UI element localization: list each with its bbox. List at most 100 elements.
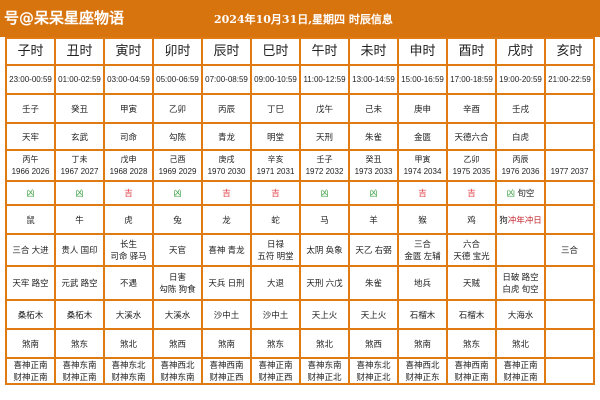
table-cell: 甲寅: [103, 93, 154, 124]
table-cell: 丙辰: [201, 93, 252, 124]
cell-ganzhi: 丙辰: [217, 103, 235, 114]
table-cell: 亥时: [544, 37, 595, 66]
table-cell: 沙中土: [250, 299, 301, 330]
table-cell: 煞西: [348, 328, 399, 359]
cell-ganzhi: 乙卯: [168, 103, 186, 114]
table-cell: 朱雀: [348, 265, 399, 301]
cell-cai: 财神东南: [111, 372, 146, 382]
table-cell: [544, 180, 595, 206]
cell-chong: 冲年冲日: [507, 214, 542, 225]
cell-time: 17:00-18:59: [450, 74, 493, 84]
table-cell: 辰时: [201, 37, 252, 66]
cell-luck: 吉: [222, 188, 231, 198]
cell-animal: 狗: [499, 214, 508, 225]
site-name: 号@呆呆星座物语: [4, 9, 125, 27]
table-cell: 喜神 青龙: [201, 233, 252, 267]
table-cell: 玄武: [54, 122, 105, 151]
cell-wuxing: 沙中土: [213, 309, 240, 320]
cell-wuxing: 大海水: [507, 309, 534, 320]
table-cell: 不遇: [103, 265, 154, 301]
table-row: 23:00-00:59 01:00-02:59 03:00-04:59 05:00-0…: [5, 64, 595, 95]
cell-year1: 辛亥: [267, 154, 284, 164]
cell-ji2: 金匮 左辅: [404, 251, 441, 261]
cell-extra: 旬空: [515, 188, 535, 198]
cell-ji1: 喜神 青龙: [208, 245, 245, 255]
cell-xiong2: 勾陈 狗食: [159, 284, 196, 294]
cell-name: 午时: [311, 43, 338, 59]
table-cell: 大海水: [495, 299, 546, 330]
cell-xi: 喜神西南: [454, 360, 489, 370]
table-cell: 01:00-02:59: [54, 64, 105, 95]
table-cell: 寅时: [103, 37, 154, 66]
cell-name: 戌时: [507, 43, 534, 59]
table-cell: 凶: [152, 180, 203, 206]
table-cell: 07:00-08:59: [201, 64, 252, 95]
table-row: 煞南 煞东 煞北 煞西 煞南 煞东 煞北 煞西 煞南 煞东 煞北: [5, 328, 595, 359]
table-cell: 喜神正南 财神正南: [5, 357, 56, 385]
table-cell: 喜神西北 财神正东: [397, 357, 448, 385]
cell-year1: 壬子: [316, 154, 333, 164]
cell-xiong1: 大退: [266, 278, 284, 288]
cell-wuxing: 沙中土: [262, 309, 289, 320]
table-cell: 天上火: [299, 299, 350, 330]
table-row: 喜神正南 财神正南 喜神东南 财神正南 喜神东北 财神东南 喜神西北 财神东南 喜神西南 财神正西…: [5, 357, 595, 385]
cell-time: 09:00-10:59: [254, 74, 297, 84]
table-cell: 三合 大进: [5, 233, 56, 267]
table-cell: 喜神正南 财神正南: [495, 357, 546, 385]
cell-year1: 癸丑: [365, 154, 382, 164]
cell-xiong1: 天贼: [462, 278, 480, 288]
cell-luck: 凶: [369, 188, 378, 198]
table-cell: 19:00-20:59: [495, 64, 546, 95]
cell-year1: 庚戌: [218, 154, 235, 164]
cell-name: 卯时: [164, 43, 191, 59]
table-cell: 天官: [152, 233, 203, 267]
table-cell: 六合 天德 宝光: [446, 233, 497, 267]
table-cell: 太阴 奂象: [299, 233, 350, 267]
cell-xiong2: 白虎 旬空: [502, 284, 539, 294]
cell-star: 天德六合: [454, 131, 489, 142]
table-row: 凶 凶 吉 凶 吉 吉 凶 凶 吉 吉 凶 旬空: [5, 180, 595, 206]
cell-cai: 财神东南: [160, 372, 195, 382]
cell-xi: 喜神东南: [62, 360, 97, 370]
table-cell: 天上火: [348, 299, 399, 330]
cell-year2: 1971 2031: [256, 166, 295, 176]
table-cell: 吉: [446, 180, 497, 206]
table-cell: 煞北: [103, 328, 154, 359]
table-cell: 兔: [152, 204, 203, 235]
cell-ji1: 天官: [168, 245, 186, 255]
table-cell: 午时: [299, 37, 350, 66]
cell-ganzhi: 丁巳: [266, 103, 284, 114]
cell-xi: 喜神西北: [160, 360, 195, 370]
cell-name: 未时: [360, 43, 387, 59]
cell-name: 丑时: [66, 43, 93, 59]
cell-name: 寅时: [115, 43, 142, 59]
cell-star: 玄武: [70, 131, 88, 142]
cell-ji1: 日禄: [266, 239, 284, 249]
table-cell: 1977 2037: [544, 149, 595, 182]
cell-cai: 财神正西: [258, 372, 293, 382]
table-cell: 煞北: [299, 328, 350, 359]
cell-xi: 喜神东北: [111, 360, 146, 370]
cell-year2: 1975 2035: [452, 166, 491, 176]
cell-year1: 丙辰: [512, 154, 529, 164]
table-cell: 元武 路空: [54, 265, 105, 301]
table-cell: 03:00-04:59: [103, 64, 154, 95]
cell-star: 天牢: [21, 131, 39, 142]
cell-cai: 财神正南: [13, 372, 48, 382]
cell-luck: 凶: [75, 188, 84, 198]
table-cell: 巳时: [250, 37, 301, 66]
table-cell: 明堂: [250, 122, 301, 151]
table-cell: 喜神正南 财神正西: [250, 357, 301, 385]
cell-ji1: 三合: [413, 239, 431, 249]
table-cell: 鸡: [446, 204, 497, 235]
table-cell: 青龙: [201, 122, 252, 151]
cell-xiong1: 地兵: [413, 278, 431, 288]
cell-cai: 财神正南: [62, 372, 97, 382]
table-cell: 蛇: [250, 204, 301, 235]
cell-xi: 喜神西北: [405, 360, 440, 370]
table-cell: 凶: [299, 180, 350, 206]
cell-luck: 凶: [320, 188, 329, 198]
table-cell: 煞南: [397, 328, 448, 359]
cell-year2: 1966 2026: [11, 166, 50, 176]
cell-xi: 喜神东南: [307, 360, 342, 370]
